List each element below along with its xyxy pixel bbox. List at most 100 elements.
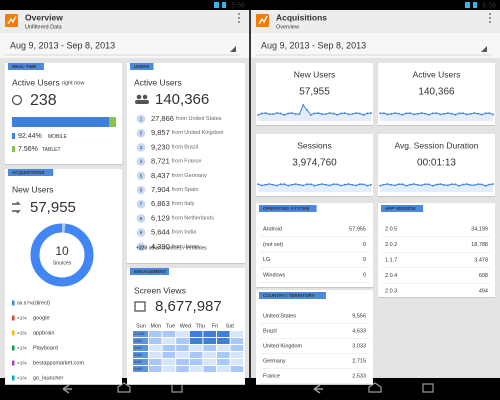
sparkline-dot bbox=[420, 112, 423, 114]
country-row: 4,390 from Japan bbox=[151, 242, 199, 251]
menu-dot bbox=[489, 13, 491, 15]
sparkline-dot bbox=[291, 112, 293, 114]
sparkline-dot bbox=[351, 113, 354, 115]
nav-back[interactable] bbox=[62, 384, 72, 394]
card-label: New Users bbox=[12, 184, 54, 194]
row-name: United Kingdom bbox=[263, 343, 303, 349]
nav-home[interactable] bbox=[368, 382, 382, 393]
heatmap-day: Mon bbox=[150, 323, 161, 329]
rank-badge bbox=[136, 114, 146, 124]
heatmap-cell bbox=[189, 359, 203, 365]
sparkline-dot bbox=[484, 112, 487, 115]
sparkline-dot bbox=[279, 112, 282, 115]
sparkline-dot bbox=[370, 112, 372, 114]
sparkline-dot bbox=[390, 113, 393, 115]
card bbox=[256, 290, 373, 384]
sparkline-dot bbox=[420, 184, 423, 187]
sparkline-dot bbox=[431, 112, 434, 115]
card-tag bbox=[259, 205, 317, 212]
row-value: 9,556 bbox=[352, 313, 366, 319]
country-row: 6,129 from Netherlands bbox=[151, 213, 214, 222]
sparkline-dot bbox=[435, 183, 438, 186]
sparkline-dot bbox=[317, 112, 320, 114]
rank: 1 bbox=[140, 116, 143, 121]
metric-value: 57,955 bbox=[299, 87, 330, 98]
row-value: 34,199 bbox=[471, 226, 488, 232]
sparkline-dot bbox=[275, 112, 278, 114]
source-pct: <1% bbox=[17, 360, 27, 366]
row-value: 18,788 bbox=[471, 242, 488, 248]
sparkline-dot bbox=[465, 113, 468, 116]
rank: 3 bbox=[140, 145, 143, 150]
sparkline-dot bbox=[379, 112, 381, 115]
row-value: 0 bbox=[363, 257, 366, 263]
row-name: LG bbox=[263, 257, 270, 263]
sparkline-dot bbox=[313, 184, 316, 187]
row-name: 2.0.2 bbox=[385, 242, 397, 248]
sparkline-dot bbox=[272, 113, 274, 116]
row-name: (not set) bbox=[263, 242, 283, 248]
sparkline-dot bbox=[324, 183, 327, 186]
legend-swatch bbox=[12, 146, 15, 152]
screen-subtitle: Overview bbox=[276, 24, 299, 30]
source-pct: <1% bbox=[17, 375, 27, 381]
sparkline-dot bbox=[298, 113, 301, 115]
country-value: 8,721 bbox=[151, 157, 170, 166]
sparkline-dot bbox=[328, 112, 331, 114]
heatmap-row-label-bg bbox=[133, 352, 148, 358]
row-name: Germany bbox=[263, 358, 286, 364]
rank-badge bbox=[136, 171, 146, 181]
row-name: Android bbox=[263, 226, 282, 232]
heatmap-cell bbox=[149, 352, 162, 358]
card-tag bbox=[381, 205, 424, 212]
rank-badge bbox=[136, 128, 146, 138]
heatmap-cell bbox=[162, 331, 176, 337]
heatmap-cell bbox=[203, 345, 216, 351]
sparkline-dot bbox=[257, 114, 259, 116]
heatmap-cell bbox=[230, 352, 244, 358]
country-name: from Japan bbox=[172, 244, 200, 250]
row-name: France bbox=[263, 373, 280, 379]
metric-label: Active Users bbox=[413, 69, 461, 79]
metric-label: Avg. Session Duration bbox=[395, 140, 479, 150]
heatmap-cell bbox=[176, 331, 189, 337]
sparkline-dot bbox=[462, 112, 464, 115]
heatmap-cell bbox=[203, 338, 216, 344]
card-tag bbox=[8, 63, 44, 70]
screen-icon bbox=[134, 301, 146, 312]
sparkline-dot bbox=[443, 184, 445, 186]
row-value: 2,715 bbox=[352, 358, 366, 364]
heatmap-cell bbox=[230, 359, 244, 365]
sparkline-dot bbox=[351, 183, 354, 186]
heatmap-cell bbox=[203, 366, 216, 372]
country-row: 6,863 from Italy bbox=[151, 199, 195, 208]
nav-recent[interactable] bbox=[422, 383, 434, 393]
sparkline-dot bbox=[366, 112, 369, 115]
nav-back[interactable] bbox=[313, 384, 323, 394]
heatmap-cell bbox=[230, 331, 244, 337]
sparkline-dot bbox=[260, 112, 263, 115]
clock-icon bbox=[11, 94, 23, 106]
people-icon bbox=[135, 100, 149, 104]
date-bar[interactable] bbox=[251, 33, 500, 58]
sparkline-dot bbox=[268, 113, 271, 116]
legend-swatch bbox=[12, 345, 15, 351]
sparkline-dot bbox=[454, 183, 457, 186]
card-tag-label: ENGAGEMENT bbox=[134, 269, 167, 274]
rank-badge bbox=[136, 214, 146, 223]
sparkline-dot bbox=[390, 183, 393, 186]
sparkline-dot bbox=[462, 183, 464, 186]
row-name: United States bbox=[263, 313, 296, 319]
sparkline-dot bbox=[484, 184, 487, 187]
source-name: google bbox=[33, 315, 50, 321]
country-row: 9,230 from Brazil bbox=[151, 142, 198, 151]
date-bar[interactable] bbox=[0, 33, 249, 58]
sparkline-dot bbox=[291, 183, 293, 186]
heatmap-row-label-bg bbox=[133, 366, 148, 372]
row-value: 2,533 bbox=[352, 373, 366, 379]
country-row: 8,721 from France bbox=[151, 157, 201, 166]
sparkline-dot bbox=[458, 184, 461, 187]
sparkline-dot bbox=[287, 184, 290, 187]
heatmap-cell bbox=[203, 352, 216, 358]
country-name: from Italy bbox=[172, 202, 195, 208]
